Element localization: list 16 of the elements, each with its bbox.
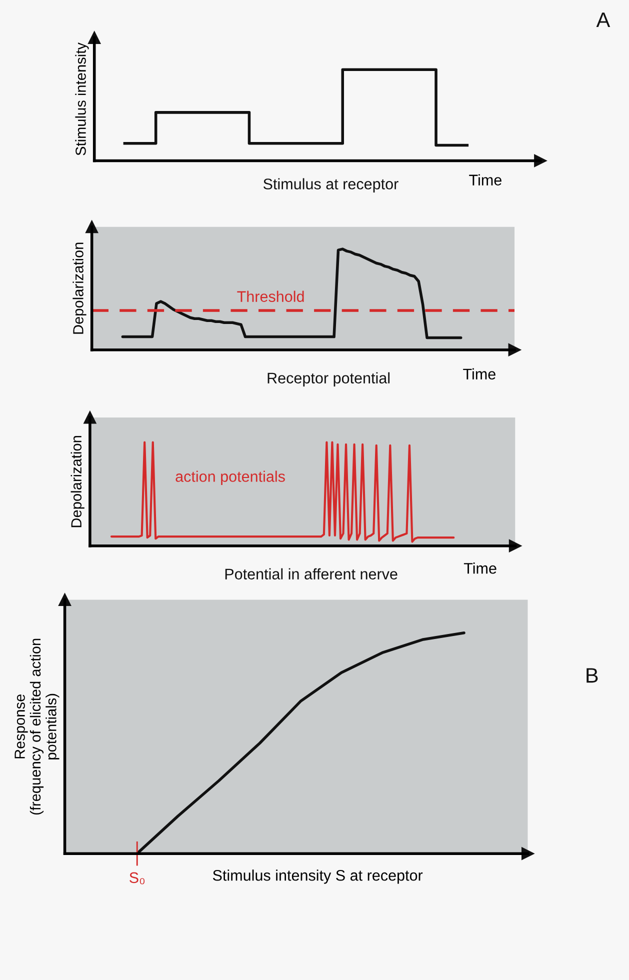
x-axis-title: Time <box>463 368 496 380</box>
y-axis-title: Response (frequency of elicited action potentials) <box>14 638 60 815</box>
x-axis-title: Time <box>469 174 502 186</box>
text: B <box>586 668 598 683</box>
y-axis-title: Stimulus intensity <box>75 42 89 156</box>
text: A <box>596 12 610 27</box>
text: Stimulus at receptor <box>263 178 398 192</box>
ref-line-label: Threshold <box>237 290 304 302</box>
text: Potential in afferent nerve <box>225 568 398 580</box>
y-axis-title: Depolarization <box>72 242 86 334</box>
x-axis-title: Stimulus intensity S at receptor <box>212 870 423 884</box>
y-axis-title: Depolarization <box>70 436 84 528</box>
text: Receptor potential <box>268 372 390 386</box>
text: S₀ <box>130 872 145 884</box>
annotation: action potentials <box>176 470 285 485</box>
x-axis-title: Time <box>464 562 496 574</box>
